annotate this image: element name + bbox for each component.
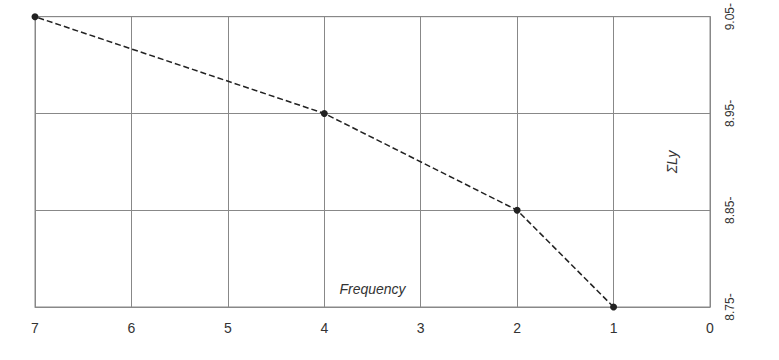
svg-text:5: 5: [224, 320, 232, 336]
svg-text:8.85-: 8.85-: [723, 197, 737, 224]
svg-text:ΣLy: ΣLy: [664, 149, 680, 174]
svg-text:Frequency: Frequency: [339, 281, 406, 297]
svg-text:4: 4: [320, 320, 328, 336]
svg-text:9.05-: 9.05-: [723, 3, 737, 30]
svg-text:8.75-: 8.75-: [723, 293, 737, 320]
svg-text:8.95-: 8.95-: [723, 100, 737, 127]
svg-text:7: 7: [31, 320, 39, 336]
svg-text:1: 1: [610, 320, 618, 336]
svg-text:6: 6: [128, 320, 136, 336]
svg-text:3: 3: [417, 320, 425, 336]
svg-text:2: 2: [513, 320, 521, 336]
svg-text:0: 0: [706, 320, 714, 336]
